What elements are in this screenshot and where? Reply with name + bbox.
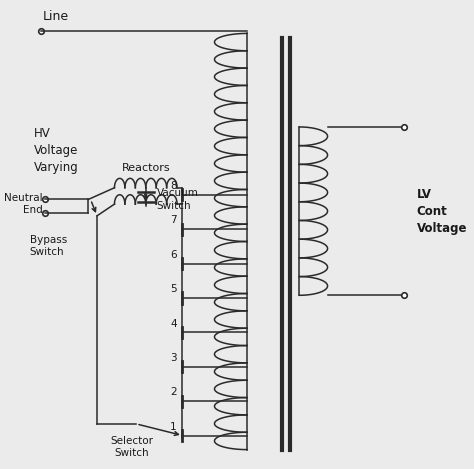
Text: 5: 5: [170, 284, 177, 294]
Text: 1: 1: [170, 422, 177, 432]
Text: LV
Cont
Voltage: LV Cont Voltage: [417, 188, 467, 234]
Text: Bypass
Switch: Bypass Switch: [30, 234, 67, 257]
Text: HV
Voltage
Varying: HV Voltage Varying: [34, 127, 79, 174]
Text: Line: Line: [43, 10, 69, 23]
Text: Reactors: Reactors: [121, 163, 170, 173]
Text: Neutral
End: Neutral End: [4, 193, 43, 215]
Text: Selector
Switch: Selector Switch: [110, 436, 154, 458]
Text: 8: 8: [170, 181, 177, 191]
Text: 2: 2: [170, 387, 177, 397]
Text: Vacuum
Switch: Vacuum Switch: [156, 188, 199, 211]
Text: 6: 6: [170, 250, 177, 260]
Text: 7: 7: [170, 215, 177, 226]
Text: 4: 4: [170, 318, 177, 329]
Text: 3: 3: [170, 353, 177, 363]
